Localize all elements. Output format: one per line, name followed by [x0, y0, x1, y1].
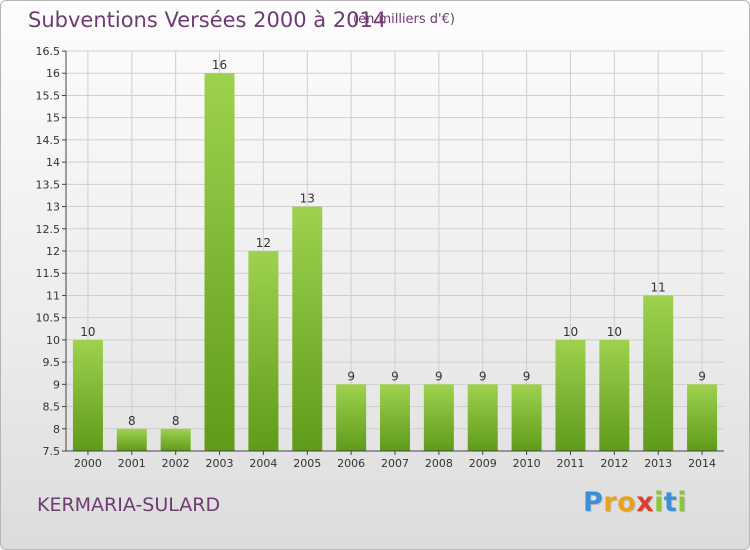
logo-letter: r [603, 487, 618, 518]
y-tick-label: 15 [46, 112, 60, 125]
y-tick-label: 14.5 [36, 134, 61, 147]
bar [160, 428, 191, 451]
data-label: 9 [698, 369, 706, 383]
x-tick-label: 2014 [688, 457, 716, 470]
y-tick-label: 8 [53, 423, 60, 436]
bar [643, 295, 674, 451]
data-label: 9 [479, 369, 487, 383]
bar [116, 428, 147, 451]
chart-title: Subventions Versées 2000 à 2014 [28, 8, 387, 32]
data-label: 8 [172, 414, 180, 428]
x-tick-label: 2011 [556, 457, 584, 470]
y-tick-label: 13 [46, 201, 60, 214]
data-label: 9 [435, 369, 443, 383]
data-label: 10 [80, 325, 95, 339]
x-tick-label: 2005 [293, 457, 321, 470]
x-tick-label: 2001 [118, 457, 146, 470]
logo-letter: o [617, 487, 637, 518]
y-tick-label: 11.5 [36, 267, 61, 280]
y-tick-label: 11 [46, 289, 60, 302]
bar [555, 339, 586, 451]
x-tick-label: 2008 [425, 457, 453, 470]
data-label: 11 [651, 280, 666, 294]
data-label: 10 [563, 325, 578, 339]
y-tick-label: 14 [46, 156, 60, 169]
data-label: 12 [256, 236, 271, 250]
y-tick-label: 16.5 [36, 45, 61, 58]
bar [467, 384, 498, 451]
proxiti-logo[interactable]: Proxiti [583, 487, 687, 518]
data-label: 9 [347, 369, 355, 383]
y-tick-label: 12 [46, 245, 60, 258]
x-tick-label: 2004 [249, 457, 277, 470]
data-label: 10 [607, 325, 622, 339]
x-tick-label: 2007 [381, 457, 409, 470]
bar [292, 206, 323, 451]
data-label: 8 [128, 414, 136, 428]
logo-letter: i [677, 487, 688, 518]
y-tick-label: 13.5 [36, 178, 61, 191]
x-tick-label: 2013 [644, 457, 672, 470]
bar [380, 384, 410, 451]
y-tick-label: 7.5 [43, 445, 61, 458]
y-tick-label: 16 [46, 67, 60, 80]
bar [204, 73, 235, 451]
y-tick-label: 9.5 [43, 356, 61, 369]
y-tick-label: 15.5 [36, 89, 61, 102]
logo-letter: P [583, 487, 604, 518]
x-tick-label: 2002 [162, 457, 190, 470]
y-tick-label: 12.5 [36, 223, 61, 236]
bar [423, 384, 454, 451]
bar [336, 384, 367, 451]
place-name: KERMARIA-SULARD [37, 494, 221, 516]
bar [72, 339, 103, 451]
data-label: 9 [523, 369, 531, 383]
x-tick-label: 2010 [513, 457, 541, 470]
logo-letter: x [636, 487, 655, 518]
x-tick-label: 2012 [600, 457, 628, 470]
chart-subtitle: (en milliers d'€) [353, 12, 455, 27]
bar [511, 384, 542, 451]
data-label: 16 [212, 58, 227, 72]
x-tick-label: 2009 [469, 457, 497, 470]
x-tick-label: 2003 [206, 457, 234, 470]
logo-letter: i [654, 487, 664, 518]
y-tick-label: 10.5 [36, 312, 61, 325]
y-tick-label: 10 [46, 334, 60, 347]
bar [599, 339, 630, 451]
data-label: 9 [391, 369, 399, 383]
data-label: 13 [300, 192, 315, 206]
x-tick-label: 2006 [337, 457, 365, 470]
bar [687, 384, 718, 451]
x-tick-label: 2000 [74, 457, 102, 470]
logo-letter: t [663, 487, 678, 518]
y-tick-label: 9 [53, 378, 60, 391]
y-tick-label: 8.5 [43, 401, 61, 414]
bar [248, 251, 279, 451]
